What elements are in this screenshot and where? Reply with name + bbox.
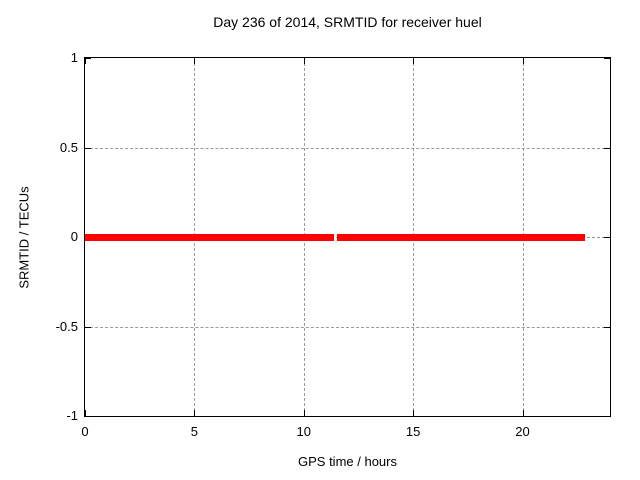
- y-tick-mark: [604, 326, 610, 328]
- x-tick-label: 20: [515, 424, 530, 439]
- x-tick-mark: [303, 58, 305, 64]
- x-tick-mark: [303, 410, 305, 416]
- y-tick-mark: [604, 237, 610, 238]
- y-tick-label: -1: [66, 408, 78, 423]
- chart-title: Day 236 of 2014, SRMTID for receiver hue…: [213, 14, 482, 30]
- x-axis-label: GPS time / hours: [298, 454, 397, 469]
- y-tick-mark: [604, 147, 610, 149]
- y-tick-mark: [85, 326, 91, 328]
- gridline-horizontal: [85, 147, 610, 149]
- x-tick-label: 5: [190, 424, 198, 439]
- y-tick-mark: [604, 416, 610, 417]
- y-axis-label: SRMTID / TECUs: [16, 186, 32, 289]
- gridline-horizontal: [85, 326, 610, 328]
- series-segment-red: [85, 233, 335, 241]
- y-tick-mark: [85, 58, 91, 59]
- y-tick-mark: [604, 58, 610, 59]
- plot-area: [84, 57, 611, 417]
- x-tick-label: 0: [81, 424, 89, 439]
- x-tick-mark: [194, 58, 196, 64]
- x-tick-mark: [522, 58, 524, 64]
- y-tick-label: 0: [70, 229, 78, 244]
- x-tick-mark: [413, 410, 415, 416]
- y-tick-label: 1: [70, 50, 78, 65]
- x-tick-mark: [85, 58, 86, 64]
- x-tick-mark: [522, 410, 524, 416]
- x-tick-mark: [85, 410, 86, 416]
- x-tick-mark: [194, 410, 196, 416]
- y-tick-mark: [85, 147, 91, 149]
- y-tick-mark: [85, 416, 91, 417]
- y-tick-label: 0.5: [59, 139, 78, 155]
- x-tick-label: 15: [405, 424, 421, 439]
- y-tick-label: -0.5: [55, 318, 78, 334]
- x-tick-mark: [413, 58, 415, 64]
- series-segment-red: [337, 233, 585, 241]
- x-tick-label: 10: [296, 424, 311, 439]
